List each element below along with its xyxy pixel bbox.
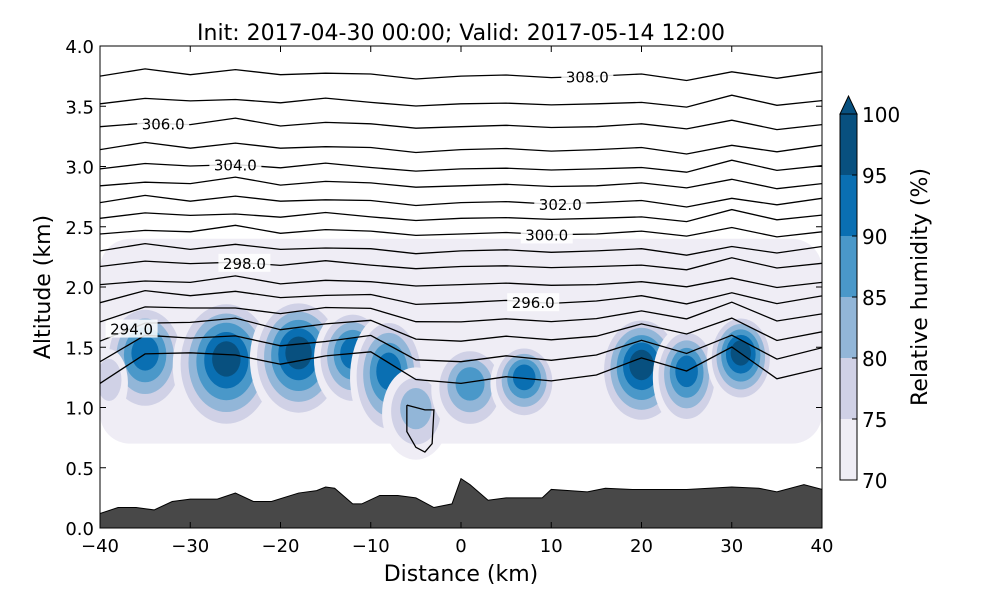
rh-cell-level-75 [100, 358, 122, 401]
isentrope-label-308: 308.0 [566, 68, 609, 86]
rh-filled-contours [100, 238, 822, 460]
isentrope-label-bg [105, 319, 158, 338]
colorbar-segment-85 [840, 236, 857, 297]
x-tick-label: −40 [81, 536, 119, 557]
y-tick-label: 1.0 [65, 399, 94, 420]
terrain-polygon [100, 477, 822, 528]
colorbar-segment-95 [840, 114, 857, 175]
colorbar-segment-75 [840, 358, 857, 419]
y-axis-label: Altitude (km) [31, 215, 56, 359]
isentrope-296 [100, 289, 822, 306]
rh-cell-level-85 [455, 367, 485, 401]
isentrope-308 [100, 68, 822, 82]
x-tick-label: 10 [540, 536, 563, 557]
isentrope-299 [100, 242, 822, 256]
isentrope-300 [100, 224, 822, 238]
isentrope-303 [100, 176, 822, 190]
y-tick-label: 2.5 [65, 218, 94, 239]
isentrope-label-294: 294.0 [110, 321, 153, 339]
colorbar-tick-label: 80 [862, 347, 887, 371]
y-tick-label: 0.5 [65, 459, 94, 480]
isentrope-contours: 294.0 296.0 298.0 300.0 302.0 304.0 306.0 308.0 [100, 67, 822, 453]
isentrope-label-304: 304.0 [214, 157, 257, 175]
x-axis-label: Distance (km) [384, 562, 539, 587]
isentrope-295 [100, 301, 822, 323]
y-tick-label: 2.0 [65, 278, 94, 299]
colorbar-tick-label: 100 [862, 103, 900, 127]
isentrope-304 [100, 159, 822, 173]
plot-area: 294.0 296.0 298.0 300.0 302.0 304.0 306.0 308.0 [100, 67, 822, 528]
rh-cell-level-80 [400, 388, 432, 430]
isentrope-label-bg [137, 114, 190, 133]
x-axis-ticks: −40 −30 −20 −10 0 10 20 30 40 [81, 46, 833, 557]
isentrope-label-300: 300.0 [525, 226, 568, 244]
x-tick-label: 20 [630, 536, 653, 557]
y-tick-label: 3.0 [65, 158, 94, 179]
colorbar-segment-80 [840, 297, 857, 358]
rh-cell-level-90 [512, 364, 536, 391]
isentrope-label-bg [507, 293, 560, 312]
x-tick-label: −10 [352, 536, 390, 557]
isentrope-label-306: 306.0 [142, 116, 185, 134]
isentrope-302 [100, 194, 822, 208]
colorbar-extend-arrow [839, 94, 858, 115]
isentrope-label-bg [209, 155, 262, 174]
isentrope-307 [100, 94, 822, 108]
isentrope-label-bg [534, 194, 587, 213]
terrain [100, 477, 822, 528]
isentrope-294 [100, 317, 822, 342]
colorbar-tick-label: 70 [862, 469, 887, 493]
x-tick-label: −20 [262, 536, 300, 557]
y-tick-label: 1.5 [65, 338, 94, 359]
colorbar-segment-70 [840, 419, 857, 480]
chart-title: Init: 2017-04-30 00:00; Valid: 2017-05-1… [197, 21, 725, 46]
isentrope-292 [100, 346, 822, 385]
colorbar-tick-label: 95 [862, 164, 887, 188]
isentrope-closed-contour [406, 404, 435, 453]
isentrope-301 [100, 208, 822, 223]
isentrope-label-302: 302.0 [539, 196, 582, 214]
isentrope-label-298: 298.0 [223, 255, 266, 273]
y-axis-ticks: 0.0 0.5 1.0 1.5 2.0 2.5 3.0 3.5 4.0 [65, 37, 822, 540]
isentrope-label-296: 296.0 [512, 294, 555, 312]
y-tick-label: 0.0 [65, 519, 94, 540]
isentrope-label-bg [561, 67, 614, 86]
rh-cell-level-95 [212, 341, 241, 377]
x-tick-label: 40 [811, 536, 834, 557]
y-tick-label: 4.0 [65, 37, 94, 58]
colorbar-tick-label: 85 [862, 286, 887, 310]
isentrope-297 [100, 275, 822, 289]
isentrope-label-bg [520, 225, 573, 244]
colorbar-segment-90 [840, 175, 857, 236]
colorbar-label: Relative humidity (%) [908, 168, 933, 406]
isentrope-305 [100, 141, 822, 155]
colorbar-tick-label: 90 [862, 225, 887, 249]
x-tick-label: −30 [171, 536, 209, 557]
isentrope-label-bg [218, 253, 271, 272]
colorbar-tick-label: 75 [862, 408, 887, 432]
rh-cell-level-95 [285, 336, 312, 370]
x-tick-label: 0 [455, 536, 466, 557]
y-tick-label: 3.5 [65, 97, 94, 118]
isentrope-306 [100, 117, 822, 131]
rh-cell-level-95 [629, 349, 654, 381]
x-tick-label: 30 [720, 536, 743, 557]
colorbar: 70 75 80 85 90 95 100 [839, 94, 900, 493]
isentrope-293 [100, 334, 822, 363]
